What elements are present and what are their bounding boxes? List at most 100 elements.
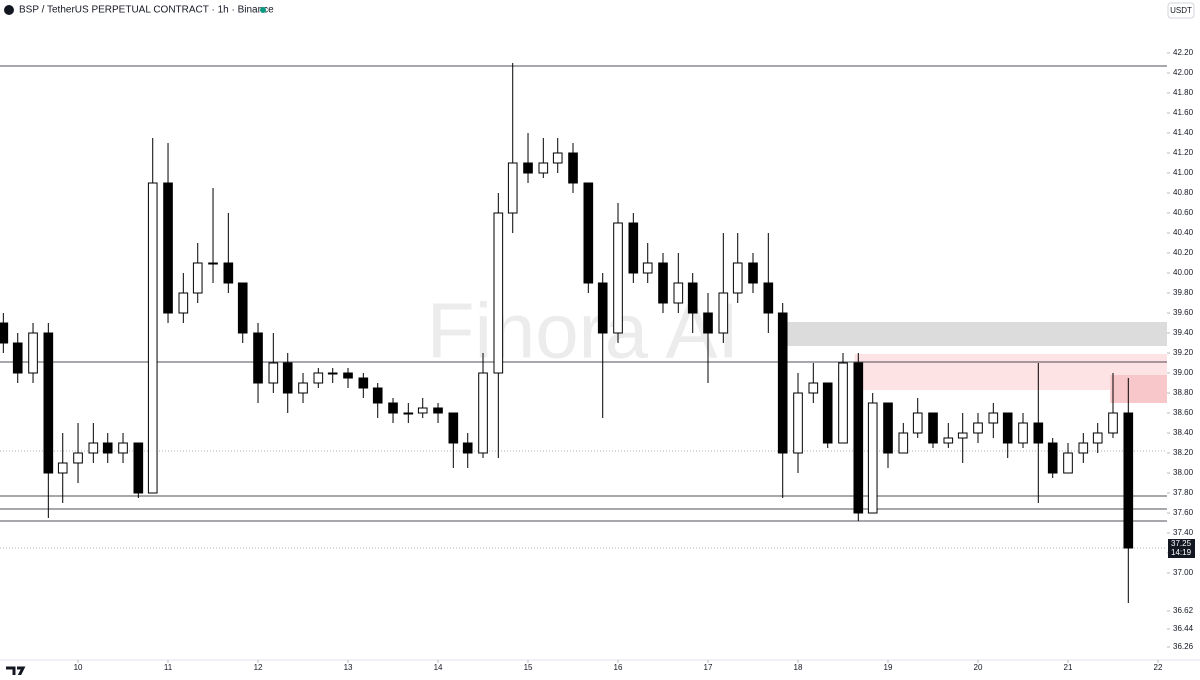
- candle-body: [853, 362, 864, 514]
- candle-body: [133, 442, 144, 494]
- x-tick-label: 10: [74, 663, 83, 672]
- candle-body: [1002, 412, 1013, 444]
- candle-body: [732, 262, 743, 294]
- y-tick-label: 41.80: [1173, 88, 1194, 97]
- candle-body: [433, 407, 443, 414]
- candle-body: [1047, 442, 1058, 474]
- candle-body: [943, 437, 954, 444]
- candle-body: [223, 262, 234, 284]
- candle-body: [28, 332, 38, 374]
- candle-body: [673, 282, 684, 304]
- candle-body: [178, 292, 189, 314]
- x-tick-label: 18: [794, 663, 803, 672]
- candle-body: [718, 292, 729, 334]
- y-tick-label: 39.60: [1173, 308, 1194, 317]
- y-tick-label: 42.20: [1173, 48, 1194, 57]
- candle-body: [957, 432, 968, 439]
- watermark: Finora AI: [427, 287, 739, 375]
- x-tick-label: 14: [434, 663, 443, 672]
- candle-body: [163, 182, 173, 314]
- candle-body: [1018, 422, 1028, 444]
- status-dot: [260, 7, 266, 13]
- candle-body: [763, 282, 774, 314]
- candle-body: [838, 362, 848, 444]
- candle-body: [777, 312, 788, 454]
- y-tick-label: 37.40: [1173, 528, 1194, 537]
- y-tick-label: 39.00: [1173, 368, 1194, 377]
- candle-body: [358, 377, 369, 389]
- candle-body: [462, 442, 473, 454]
- candle-body: [313, 372, 324, 384]
- y-tick-label: 39.40: [1173, 328, 1194, 337]
- candle-body: [1063, 452, 1073, 474]
- y-tick-label: 36.62: [1173, 606, 1194, 615]
- candle-body: [793, 392, 803, 454]
- y-tick-label: 41.60: [1173, 108, 1194, 117]
- candle-body: [192, 262, 203, 294]
- x-tick-label: 11: [164, 663, 173, 672]
- candle-body: [507, 162, 518, 214]
- y-tick-label: 42.00: [1173, 68, 1194, 77]
- y-tick-label: 37.60: [1173, 508, 1194, 517]
- candle-body: [1078, 442, 1089, 454]
- candle-body: [1092, 432, 1103, 444]
- candle-body: [208, 262, 218, 265]
- candle-body: [883, 402, 893, 454]
- candle-body: [102, 442, 113, 454]
- x-tick-label: 15: [524, 663, 533, 672]
- x-tick-label: 13: [344, 663, 353, 672]
- y-tick-label: 41.20: [1173, 148, 1194, 157]
- candle-body: [493, 212, 504, 374]
- currency[interactable]: USDT: [1170, 6, 1192, 15]
- candle-body: [118, 442, 128, 454]
- x-tick-label: 12: [254, 663, 263, 672]
- candle-body: [538, 162, 549, 174]
- candle-body: [808, 382, 819, 394]
- y-tick-label: 39.20: [1173, 348, 1194, 357]
- candle-body: [448, 412, 459, 444]
- y-tick-label: 41.00: [1173, 168, 1194, 177]
- y-tick-label: 36.26: [1173, 642, 1194, 651]
- candle-body: [417, 407, 428, 414]
- candle-body: [898, 432, 909, 454]
- candle-body: [1033, 422, 1044, 444]
- candle-body: [568, 152, 578, 184]
- candle-body: [372, 387, 383, 404]
- x-tick-label: 16: [614, 663, 623, 672]
- y-tick-label: 38.40: [1173, 428, 1194, 437]
- candle-body: [583, 182, 594, 284]
- candle-body: [237, 282, 248, 334]
- candle-body: [1108, 412, 1118, 434]
- candle-body: [928, 412, 938, 444]
- x-tick-label: 17: [704, 663, 713, 672]
- candle-body: [57, 462, 68, 474]
- candle-body: [478, 372, 488, 454]
- y-tick-label: 38.00: [1173, 468, 1194, 477]
- y-tick-label: 40.00: [1173, 268, 1194, 277]
- y-tick-label: 38.20: [1173, 448, 1194, 457]
- candle-body: [343, 372, 353, 379]
- candle-body: [748, 262, 758, 284]
- candle-body: [988, 412, 999, 424]
- candle-body: [628, 222, 639, 274]
- candle-body: [552, 152, 563, 164]
- candle-body: [658, 262, 668, 304]
- candle-body: [43, 332, 54, 474]
- candle-body: [298, 382, 308, 394]
- y-tick-label: 37.00: [1173, 568, 1194, 577]
- candle-body: [73, 452, 83, 464]
- candle-body: [147, 182, 158, 494]
- candle-body: [867, 402, 878, 514]
- price-label: 37.25: [1171, 539, 1192, 548]
- price-box: [1168, 539, 1195, 558]
- candle-body: [613, 222, 623, 334]
- candle-body: [822, 382, 833, 444]
- candle-body: [12, 342, 23, 374]
- y-tick-label: 41.40: [1173, 128, 1194, 137]
- candle-body: [388, 402, 398, 414]
- currency-box[interactable]: [1167, 2, 1195, 19]
- candle-body: [88, 442, 99, 454]
- candle-body: [0, 322, 9, 344]
- y-tick-label: 40.60: [1173, 208, 1194, 217]
